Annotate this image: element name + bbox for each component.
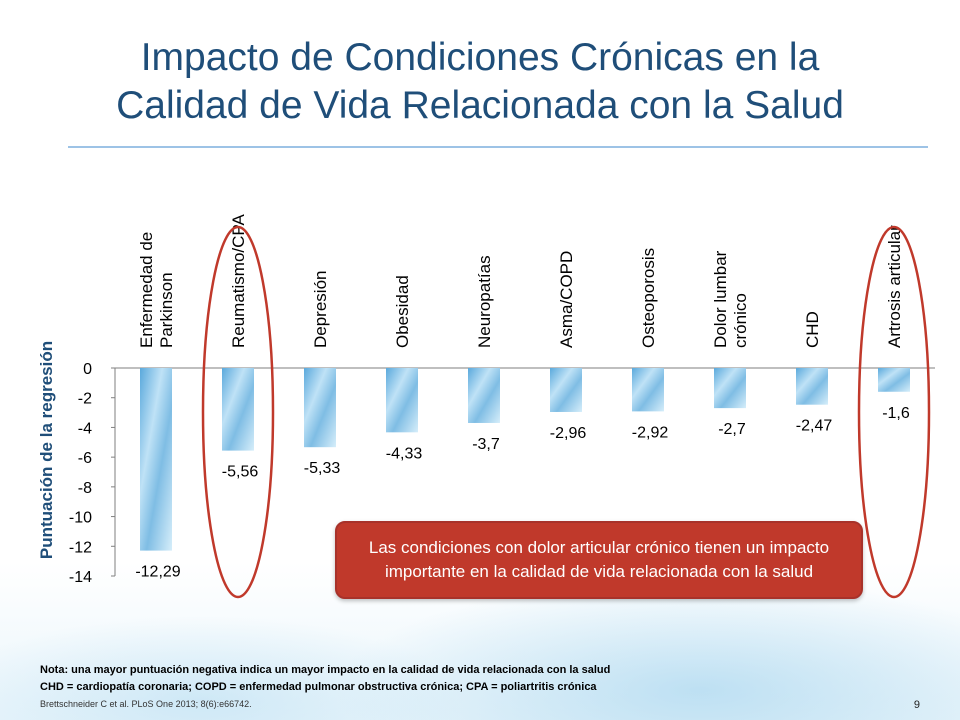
category-label: Depresión [311,271,330,349]
data-label: -5,56 [222,464,259,481]
category-label: Enfermedad de [137,232,156,348]
highlight-ellipse [857,225,931,599]
data-label: -12,29 [135,564,180,581]
category-label: Osteoporosis [639,248,658,348]
bar-5 [468,368,500,423]
y-tick-label: -8 [78,480,92,497]
category-label: crónico [731,293,750,348]
category-label: Artrosis articular [885,225,904,348]
highlight-ellipse [201,225,275,599]
category-label: Neuropatías [475,255,494,348]
data-label: -2,92 [632,424,669,441]
bar-7 [632,368,664,412]
bar-6 [550,368,582,412]
category-label: Reumatismo/CPA [229,214,248,348]
data-label: -1,6 [882,405,910,422]
page-number: 9 [913,699,920,711]
bar-3 [304,368,336,448]
y-tick-label: -14 [69,569,92,586]
bar-4 [386,368,418,433]
title-line-2: Calidad de Vida Relacionada con la Salud [116,84,844,127]
category-label: Obesidad [393,275,412,348]
data-label: -2,96 [550,425,587,442]
title-line-1: Impacto de Condiciones Crónicas en la [140,36,820,79]
data-label: -3,7 [472,436,500,453]
y-tick-label: -6 [78,450,92,467]
note-line-1: Nota: una mayor puntuación negativa indi… [40,664,611,676]
data-label: -5,33 [304,460,341,477]
data-label: -4,33 [386,445,423,462]
footnotes: Nota: una mayor puntuación negativa indi… [40,662,920,713]
title-divider [68,146,928,148]
y-tick-label: -10 [69,510,92,527]
note-line-2: CHD = cardiopatía coronaria; COPD = enfe… [40,681,597,693]
callout-box: Las condiciones con dolor articular crón… [335,521,863,599]
bar-1 [140,368,172,551]
data-label: -2,7 [718,421,746,438]
y-axis-title: Puntuación de la regresión [37,341,56,559]
y-tick-label: -2 [78,391,92,408]
y-tick-label: 0 [83,361,92,378]
callout-text: Las condiciones con dolor articular crón… [368,538,830,581]
category-label: Dolor lumbar [711,250,730,348]
category-label: CHD [803,311,822,348]
slide-title: Impacto de Condiciones Crónicas en la Ca… [20,34,940,130]
category-label: Parkinson [157,272,176,348]
bar-10 [878,368,910,392]
bar-2 [222,368,254,451]
category-label: Asma/COPD [557,251,576,348]
citation: Brettschneider C et al. PLoS One 2013; 8… [40,699,252,709]
bar-8 [714,368,746,409]
y-tick-label: -12 [69,539,92,556]
bar-9 [796,368,828,405]
data-label: -2,47 [796,418,833,435]
y-tick-label: -4 [78,420,92,437]
